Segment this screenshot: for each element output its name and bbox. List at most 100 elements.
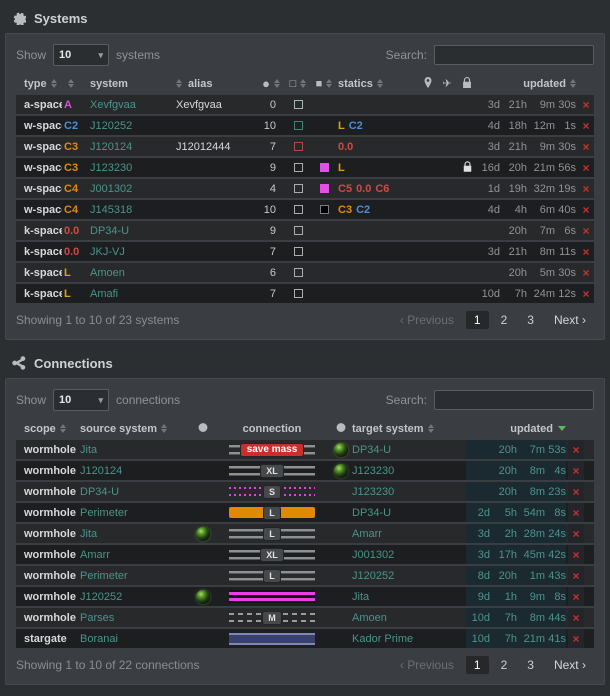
- target-system-link[interactable]: Jita: [352, 590, 370, 603]
- connection-bar[interactable]: [229, 632, 315, 645]
- source-system-link[interactable]: Perimeter: [80, 569, 128, 582]
- system-link[interactable]: J120252: [90, 119, 133, 132]
- delete-button[interactable]: ×: [582, 118, 590, 133]
- target-system-link[interactable]: Amoen: [352, 611, 387, 624]
- target-system-link[interactable]: J123230: [352, 485, 395, 498]
- delete-button[interactable]: ×: [582, 265, 590, 280]
- col-type[interactable]: type: [16, 74, 62, 93]
- col-location[interactable]: [420, 76, 436, 91]
- col-connection[interactable]: connection: [242, 422, 302, 435]
- col-updated[interactable]: updated: [478, 78, 576, 90]
- source-system-link[interactable]: J120124: [80, 464, 123, 477]
- col-rally[interactable]: ✈: [438, 77, 456, 90]
- source-system-link[interactable]: Jita: [80, 527, 98, 540]
- page-length-select[interactable]: 10 ▾: [53, 389, 110, 411]
- previous-page-button[interactable]: ‹ Previous: [399, 658, 454, 672]
- page-button-1[interactable]: 1: [465, 311, 489, 329]
- page-button-2[interactable]: 2: [500, 313, 508, 327]
- delete-button[interactable]: ×: [582, 286, 590, 301]
- col-locked[interactable]: [458, 76, 476, 91]
- connection-bar[interactable]: L: [229, 505, 315, 520]
- system-link[interactable]: DP34-U: [90, 224, 130, 237]
- page-button-3[interactable]: 3: [527, 313, 534, 327]
- target-system-link[interactable]: Kador Prime: [352, 632, 414, 645]
- source-system-link[interactable]: Perimeter: [80, 506, 128, 519]
- source-system-link[interactable]: Parses: [80, 611, 115, 624]
- connection-bar[interactable]: L: [229, 568, 315, 583]
- system-link[interactable]: Amoen: [90, 266, 125, 279]
- delete-button[interactable]: ×: [582, 139, 590, 154]
- delete-button[interactable]: ×: [572, 484, 580, 499]
- source-system-link[interactable]: Boranai: [80, 632, 118, 645]
- system-link[interactable]: JKJ-VJ: [90, 245, 125, 258]
- delete-button[interactable]: ×: [582, 181, 590, 196]
- search-input[interactable]: [434, 45, 594, 65]
- delete-button[interactable]: ×: [572, 526, 580, 541]
- target-system-link[interactable]: DP34-U: [352, 443, 392, 456]
- page-button-3[interactable]: 3: [527, 658, 534, 672]
- connection-bar[interactable]: XL: [229, 547, 315, 562]
- connection-bar[interactable]: M: [229, 610, 315, 625]
- source-system-cell: J120252: [80, 587, 192, 606]
- source-system-link[interactable]: DP34-U: [80, 485, 120, 498]
- target-system-link[interactable]: Amarr: [352, 527, 382, 540]
- delete-button[interactable]: ×: [572, 589, 580, 604]
- system-link[interactable]: J145318: [90, 203, 133, 216]
- system-link[interactable]: J120124: [90, 140, 133, 153]
- updated-segment: 40s: [558, 203, 576, 216]
- col-system[interactable]: system: [90, 77, 128, 90]
- delete-button[interactable]: ×: [572, 463, 580, 478]
- effect-cell: [312, 221, 336, 240]
- delete-button[interactable]: ×: [572, 442, 580, 457]
- system-link[interactable]: J001302: [90, 182, 133, 195]
- col-target-endpoint[interactable]: [332, 422, 350, 436]
- rally-cell: [438, 116, 456, 135]
- connection-bar[interactable]: save mass: [229, 442, 315, 457]
- next-page-button[interactable]: Next ›: [553, 313, 586, 327]
- col-target-system[interactable]: target system: [352, 423, 464, 435]
- target-system-link[interactable]: J123230: [352, 464, 395, 477]
- target-system-link[interactable]: DP34-U: [352, 506, 392, 519]
- previous-page-button[interactable]: ‹ Previous: [399, 313, 454, 327]
- alias-cell: Xevfgvaa: [176, 98, 222, 111]
- connection-bar[interactable]: XL: [229, 463, 315, 478]
- target-system-link[interactable]: J001302: [352, 548, 395, 561]
- col-effect[interactable]: ■: [312, 78, 336, 90]
- delete-button[interactable]: ×: [582, 97, 590, 112]
- col-pilots[interactable]: ●: [258, 76, 284, 91]
- target-system-link[interactable]: J120252: [352, 569, 395, 582]
- col-source-system[interactable]: source system: [80, 423, 192, 435]
- page-button-2[interactable]: 2: [500, 658, 508, 672]
- col-scope[interactable]: scope: [16, 419, 78, 438]
- search-input[interactable]: [434, 390, 594, 410]
- delete-button[interactable]: ×: [572, 631, 580, 646]
- systems-table-header: type system alias ● □ ■ statics ✈ update…: [16, 74, 594, 93]
- connection-bar[interactable]: [229, 590, 315, 603]
- delete-button[interactable]: ×: [582, 223, 590, 238]
- delete-button[interactable]: ×: [572, 610, 580, 625]
- system-link[interactable]: Xevfgvaa: [90, 98, 136, 111]
- next-page-button[interactable]: Next ›: [553, 658, 586, 672]
- connection-bar[interactable]: S: [229, 484, 315, 499]
- connection-bar[interactable]: L: [229, 526, 315, 541]
- delete-button[interactable]: ×: [572, 568, 580, 583]
- updated-segment: 20h: [498, 464, 517, 477]
- system-link[interactable]: Amafi: [90, 287, 119, 300]
- delete-button[interactable]: ×: [582, 202, 590, 217]
- delete-button[interactable]: ×: [582, 244, 590, 259]
- col-statics[interactable]: statics: [338, 78, 418, 90]
- delete-button[interactable]: ×: [572, 505, 580, 520]
- system-link[interactable]: J123230: [90, 161, 133, 174]
- delete-button[interactable]: ×: [572, 547, 580, 562]
- col-source-endpoint[interactable]: [194, 422, 212, 436]
- source-system-link[interactable]: J120252: [80, 590, 123, 603]
- col-updated-sorted[interactable]: updated: [466, 423, 566, 435]
- page-length-select[interactable]: 10 ▾: [53, 44, 110, 66]
- col-security[interactable]: [64, 79, 88, 88]
- delete-button[interactable]: ×: [582, 160, 590, 175]
- page-button-1[interactable]: 1: [465, 656, 489, 674]
- col-alias[interactable]: alias: [176, 78, 256, 90]
- source-system-link[interactable]: Jita: [80, 443, 98, 456]
- source-system-link[interactable]: Amarr: [80, 548, 110, 561]
- col-status[interactable]: □: [286, 78, 310, 90]
